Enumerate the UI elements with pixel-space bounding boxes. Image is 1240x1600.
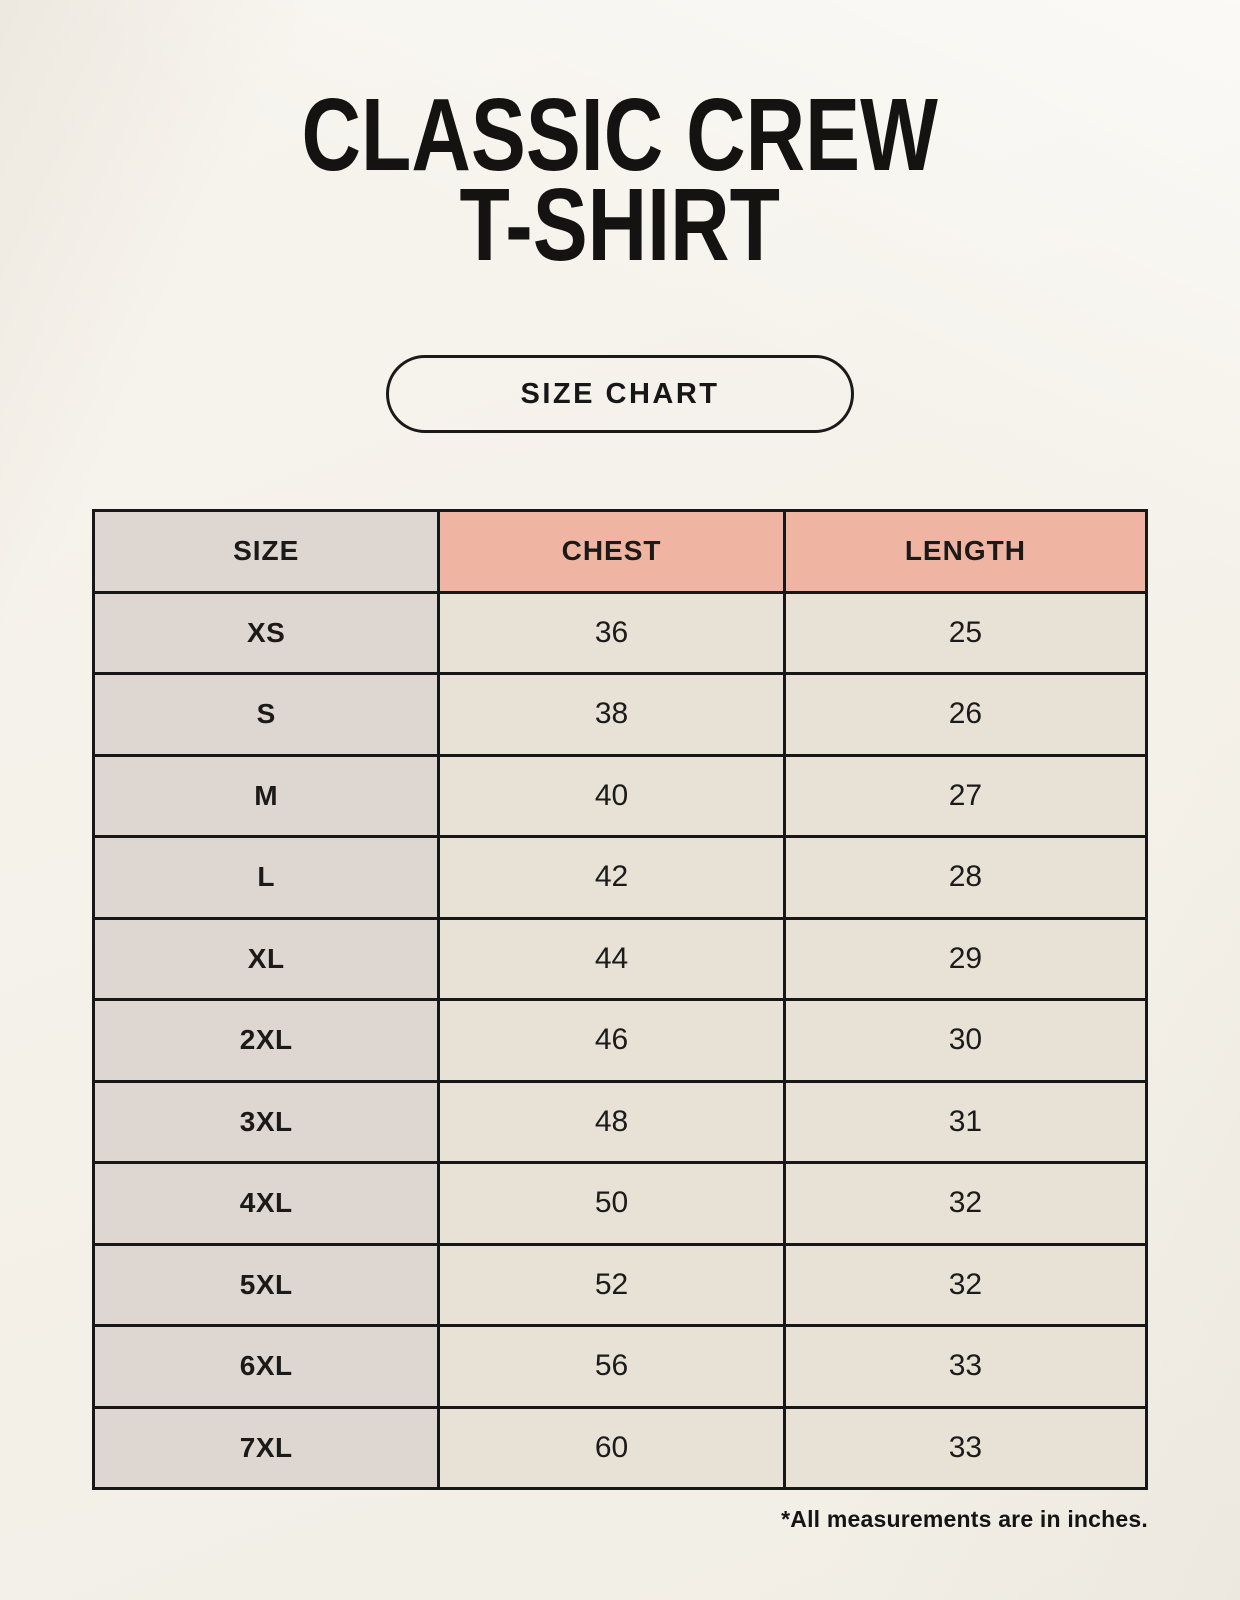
- page-title-line-1: CLASSIC CREW: [301, 77, 939, 192]
- page-header: CLASSIC CREW T-SHIRT: [0, 0, 1240, 282]
- chest-value-cell: 44: [437, 916, 786, 1002]
- size-chart-table: SIZE CHEST LENGTH XS 36 25 S 38 26: [91, 509, 1149, 1491]
- badge-row: SIZE CHART: [0, 355, 1240, 434]
- chest-value-cell: 40: [437, 753, 786, 839]
- length-value-cell: 25: [782, 590, 1149, 676]
- table-row: XL 44 29: [91, 916, 1149, 1002]
- table-body: XS 36 25 S 38 26 M 40 27 L: [91, 590, 1149, 1491]
- size-label-cell: 4XL: [91, 1161, 441, 1246]
- chest-value-cell: 60: [437, 1405, 786, 1491]
- size-label-cell: 3XL: [91, 1079, 441, 1165]
- size-label-cell: 6XL: [91, 1324, 441, 1409]
- length-value-cell: 27: [782, 753, 1149, 839]
- page-title-line-2: T-SHIRT: [459, 166, 781, 282]
- size-label-cell: M: [91, 753, 441, 839]
- length-value-cell: 32: [782, 1242, 1149, 1328]
- chest-value-cell: 46: [437, 998, 786, 1083]
- table-row: 5XL 52 32: [91, 1242, 1149, 1328]
- size-label-cell: L: [91, 835, 441, 920]
- chest-value-cell: 42: [437, 835, 786, 920]
- size-chart-button[interactable]: SIZE CHART: [386, 355, 854, 434]
- size-label-cell: 2XL: [91, 998, 441, 1083]
- table-row: 7XL 60 33: [91, 1405, 1149, 1491]
- size-label-cell: S: [91, 672, 441, 757]
- table-header-row: SIZE CHEST LENGTH: [91, 509, 1149, 594]
- column-header-length: LENGTH: [782, 509, 1149, 594]
- length-value-cell: 31: [782, 1079, 1149, 1165]
- chest-value-cell: 48: [437, 1079, 786, 1165]
- length-value-cell: 32: [782, 1161, 1149, 1246]
- column-header-size: SIZE: [91, 509, 441, 594]
- table-row: 3XL 48 31: [91, 1079, 1149, 1165]
- page-title: CLASSIC CREW T-SHIRT: [301, 77, 939, 282]
- measurements-footnote: *All measurements are in inches.: [781, 1506, 1148, 1533]
- column-header-chest: CHEST: [437, 509, 786, 594]
- table-row: XS 36 25: [91, 590, 1149, 676]
- table-row: S 38 26: [91, 672, 1149, 757]
- length-value-cell: 29: [782, 916, 1149, 1002]
- chest-value-cell: 52: [437, 1242, 786, 1328]
- size-label-cell: XL: [91, 916, 441, 1002]
- table-row: L 42 28: [91, 835, 1149, 920]
- chest-value-cell: 38: [437, 672, 786, 757]
- size-chart-table-container: SIZE CHEST LENGTH XS 36 25 S 38 26: [91, 509, 1149, 1491]
- chest-value-cell: 56: [437, 1324, 786, 1409]
- length-value-cell: 28: [782, 835, 1149, 920]
- chest-value-cell: 36: [437, 590, 786, 676]
- length-value-cell: 33: [782, 1405, 1149, 1491]
- table-row: M 40 27: [91, 753, 1149, 839]
- length-value-cell: 30: [782, 998, 1149, 1083]
- footnote-row: *All measurements are in inches.: [92, 1506, 1148, 1533]
- length-value-cell: 33: [782, 1324, 1149, 1409]
- size-chart-button-label: SIZE CHART: [520, 377, 720, 410]
- size-label-cell: 7XL: [91, 1405, 441, 1491]
- chest-value-cell: 50: [437, 1161, 786, 1246]
- table-row: 6XL 56 33: [91, 1324, 1149, 1409]
- size-label-cell: XS: [91, 590, 441, 676]
- size-label-cell: 5XL: [91, 1242, 441, 1328]
- table-row: 2XL 46 30: [91, 998, 1149, 1083]
- length-value-cell: 26: [782, 672, 1149, 757]
- table-row: 4XL 50 32: [91, 1161, 1149, 1246]
